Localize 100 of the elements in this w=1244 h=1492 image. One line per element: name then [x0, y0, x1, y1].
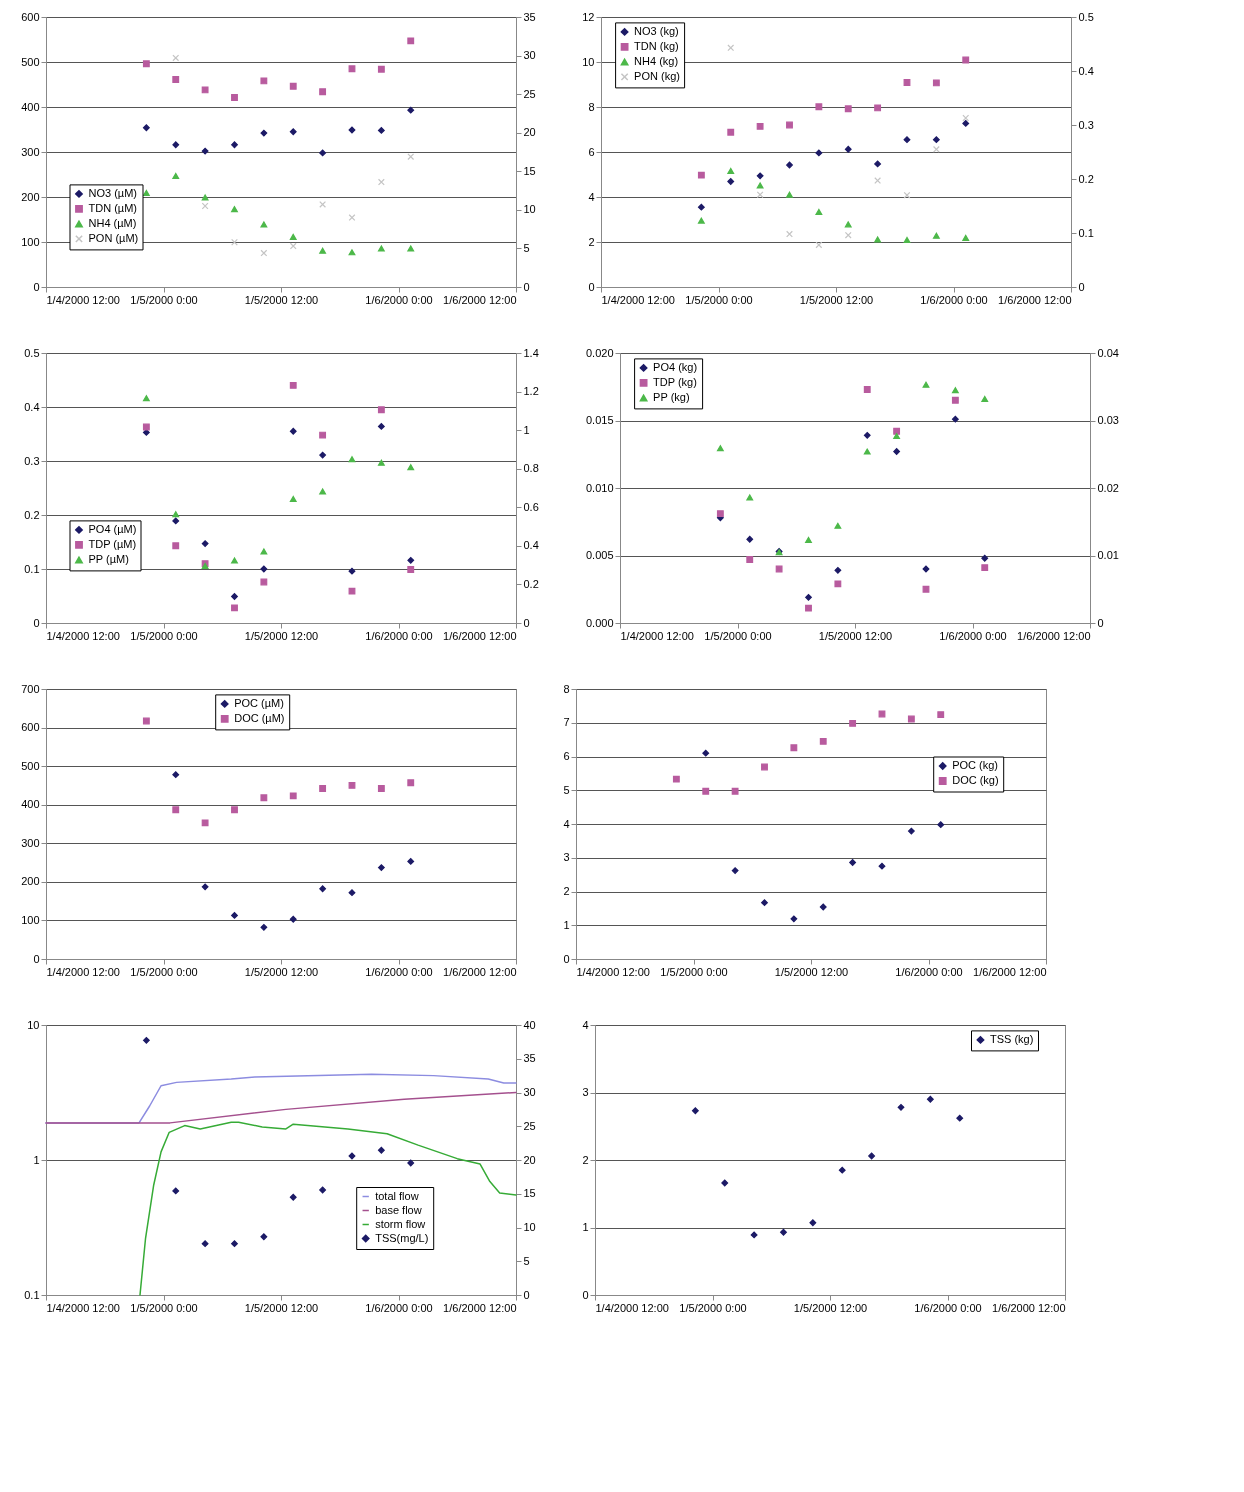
- y2-tick-label: 1.2: [523, 385, 539, 398]
- y2-tick-label: 0.01: [1097, 549, 1119, 561]
- x-tick-label: 1/5/2000 12:00: [244, 1301, 319, 1314]
- y2-tick-label: 20: [523, 1153, 536, 1166]
- x-tick-label: 1/5/2000 0:00: [130, 1301, 198, 1314]
- x-tick-label: 1/6/2000 12:00: [443, 1301, 517, 1314]
- y-tick-label: 3: [582, 1086, 589, 1098]
- x-tick-label: 1/6/2000 0:00: [939, 629, 1007, 642]
- legend-label: PON (kg): [634, 69, 680, 82]
- y2-tick-label: 0.1: [1078, 226, 1094, 239]
- legend-label: storm flow: [375, 1217, 426, 1230]
- x-tick-label: 1/4/2000 12:00: [46, 965, 120, 978]
- y2-tick-label: 0.03: [1097, 414, 1119, 426]
- y2-tick-label: 40: [523, 1018, 536, 1031]
- y2-tick-label: 0: [523, 616, 530, 629]
- y-tick-label: 200: [21, 190, 40, 203]
- y-tick-label: 1: [563, 918, 570, 931]
- legend-label: NO3 (kg): [634, 24, 679, 37]
- y-tick-label: 600: [21, 10, 40, 23]
- legend-label: PON (µM): [88, 231, 139, 244]
- y-tick-label: 2: [588, 235, 595, 248]
- x-tick-label: 1/6/2000 0:00: [365, 629, 433, 642]
- y-tick-label: 0.000: [585, 616, 614, 629]
- y2-tick-label: 1: [523, 423, 530, 436]
- y2-tick-label: 0.8: [523, 462, 539, 475]
- y-tick-label: 0: [33, 280, 40, 293]
- legend-label: total flow: [375, 1189, 419, 1202]
- x-tick-label: 1/5/2000 12:00: [774, 965, 849, 978]
- x-tick-label: 1/4/2000 12:00: [576, 965, 650, 978]
- y-tick-label: 0.2: [24, 508, 40, 521]
- x-tick-label: 1/5/2000 0:00: [704, 629, 772, 642]
- y-tick-label: 300: [21, 145, 40, 158]
- y-tick-label: 0.3: [24, 454, 40, 467]
- x-tick-label: 1/5/2000 0:00: [130, 293, 198, 306]
- y-tick-label: 0.1: [24, 1288, 40, 1301]
- y-tick-label: 0.015: [585, 414, 614, 426]
- y2-tick-label: 20: [523, 126, 536, 139]
- x-tick-label: 1/6/2000 0:00: [365, 1301, 433, 1314]
- x-tick-label: 1/6/2000 0:00: [365, 293, 433, 306]
- y2-tick-label: 30: [523, 1086, 536, 1098]
- y-tick-label: 200: [21, 875, 40, 888]
- y-tick-label: 5: [563, 783, 570, 796]
- y-tick-label: 0.005: [585, 549, 614, 561]
- y2-tick-label: 5: [523, 1254, 530, 1267]
- x-tick-label: 1/6/2000 12:00: [992, 1301, 1066, 1314]
- legend-label: TDP (kg): [653, 375, 697, 388]
- y-tick-label: 0: [563, 952, 570, 965]
- y-tick-label: 100: [21, 235, 40, 248]
- y-tick-label: 6: [563, 750, 570, 762]
- y2-tick-label: 10: [523, 203, 536, 216]
- legend-label: NH4 (µM): [88, 216, 137, 229]
- x-tick-label: 1/6/2000 12:00: [443, 965, 517, 978]
- y-tick-label: 700: [21, 682, 40, 695]
- y2-tick-label: 35: [523, 1052, 536, 1065]
- legend-label: TSS(mg/L): [375, 1231, 429, 1244]
- y-tick-label: 12: [582, 10, 595, 23]
- x-tick-label: 1/6/2000 0:00: [920, 293, 988, 306]
- y2-tick-label: 0: [1078, 280, 1085, 293]
- y2-tick-label: 0: [523, 1288, 530, 1301]
- legend-label: DOC (µM): [234, 711, 285, 724]
- x-tick-label: 1/5/2000 0:00: [660, 965, 728, 978]
- legend-label: PO4 (kg): [653, 360, 698, 373]
- y-tick-label: 8: [588, 100, 595, 113]
- legend-label: POC (kg): [952, 759, 999, 771]
- y-tick-label: 500: [21, 759, 40, 772]
- y-tick-label: 0: [588, 280, 595, 293]
- y-tick-label: 3: [563, 851, 570, 864]
- x-tick-label: 1/4/2000 12:00: [601, 293, 675, 306]
- y2-tick-label: 10: [523, 1221, 536, 1233]
- y-tick-label: 6: [588, 145, 595, 158]
- x-tick-label: 1/4/2000 12:00: [46, 1301, 120, 1314]
- x-tick-label: 1/4/2000 12:00: [595, 1301, 669, 1314]
- x-tick-label: 1/5/2000 12:00: [818, 629, 893, 642]
- x-tick-label: 1/6/2000 12:00: [998, 293, 1072, 306]
- legend-label: base flow: [375, 1203, 422, 1216]
- legend-label: TDN (kg): [634, 39, 679, 52]
- y-tick-label: 2: [582, 1153, 589, 1166]
- x-tick-label: 1/5/2000 12:00: [244, 293, 319, 306]
- x-tick-label: 1/5/2000 0:00: [685, 293, 753, 306]
- y2-tick-label: 1.4: [523, 346, 539, 359]
- y-tick-label: 7: [563, 716, 570, 729]
- y2-tick-label: 0.2: [523, 577, 539, 590]
- legend-label: TDP (µM): [88, 537, 137, 550]
- y2-tick-label: 25: [523, 87, 536, 100]
- y-tick-label: 8: [563, 682, 570, 695]
- legend-label: POC (µM): [234, 696, 284, 709]
- legend-label: TSS (kg): [990, 1032, 1034, 1045]
- y-tick-label: 4: [582, 1018, 589, 1031]
- legend-label: TDN (µM): [88, 201, 137, 214]
- x-tick-label: 1/5/2000 0:00: [130, 629, 198, 642]
- y2-tick-label: 0.02: [1097, 481, 1119, 494]
- x-tick-label: 1/6/2000 0:00: [914, 1301, 982, 1314]
- x-tick-label: 1/6/2000 0:00: [895, 965, 963, 978]
- y2-tick-label: 15: [523, 164, 536, 177]
- y-tick-label: 0: [582, 1288, 589, 1301]
- y2-tick-label: 0.3: [1078, 118, 1094, 131]
- x-tick-label: 1/6/2000 12:00: [443, 629, 517, 642]
- y2-tick-label: 15: [523, 1187, 536, 1200]
- legend-label: NO3 (µM): [88, 186, 138, 199]
- y2-tick-label: 0.4: [1078, 64, 1094, 77]
